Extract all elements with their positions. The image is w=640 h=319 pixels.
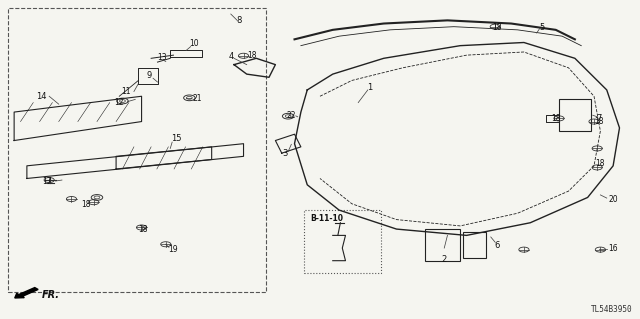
Bar xyxy=(559,100,591,131)
Text: 18: 18 xyxy=(247,51,257,60)
Text: 2: 2 xyxy=(442,255,447,263)
Text: 4: 4 xyxy=(228,52,234,61)
Text: 18: 18 xyxy=(596,159,605,168)
Text: 20: 20 xyxy=(608,195,618,204)
Text: 1: 1 xyxy=(367,83,372,92)
Text: 5: 5 xyxy=(539,23,545,32)
Text: FR.: FR. xyxy=(42,290,60,300)
Bar xyxy=(425,229,460,261)
Text: 21: 21 xyxy=(193,94,202,103)
Text: TL54B3950: TL54B3950 xyxy=(591,306,632,315)
Text: 18: 18 xyxy=(551,114,561,123)
Text: 6: 6 xyxy=(495,241,500,250)
FancyArrow shape xyxy=(15,287,38,298)
Text: B-11-10: B-11-10 xyxy=(310,214,344,223)
Text: 9: 9 xyxy=(147,71,152,80)
Text: 12: 12 xyxy=(115,98,124,107)
Bar xyxy=(463,232,486,257)
Text: 18: 18 xyxy=(138,225,148,234)
Bar xyxy=(304,210,381,273)
Text: 10: 10 xyxy=(189,39,198,48)
Text: 17: 17 xyxy=(42,176,52,186)
Text: 8: 8 xyxy=(236,17,242,26)
Text: 7: 7 xyxy=(596,114,602,123)
Text: 16: 16 xyxy=(608,244,618,253)
Text: 19: 19 xyxy=(168,245,179,254)
Text: 15: 15 xyxy=(172,134,182,144)
Bar xyxy=(8,8,266,292)
Text: 22: 22 xyxy=(287,111,296,120)
Text: 14: 14 xyxy=(36,92,46,101)
Text: 18: 18 xyxy=(595,117,604,126)
Text: 11: 11 xyxy=(121,87,131,96)
Text: 18: 18 xyxy=(81,200,90,209)
Text: 13: 13 xyxy=(157,53,167,62)
Text: 3: 3 xyxy=(282,149,287,158)
Text: 18: 18 xyxy=(492,23,502,32)
